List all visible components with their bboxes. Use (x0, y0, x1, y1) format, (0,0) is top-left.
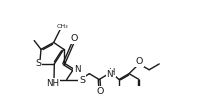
Text: N: N (106, 70, 113, 79)
Text: O: O (97, 87, 104, 96)
Text: O: O (136, 57, 143, 66)
Text: S: S (35, 59, 41, 68)
Text: NH: NH (47, 79, 60, 88)
Text: N: N (74, 65, 80, 74)
Text: O: O (71, 34, 78, 43)
Text: S: S (79, 76, 85, 85)
Text: H: H (109, 68, 115, 77)
Text: CH₃: CH₃ (56, 24, 68, 29)
